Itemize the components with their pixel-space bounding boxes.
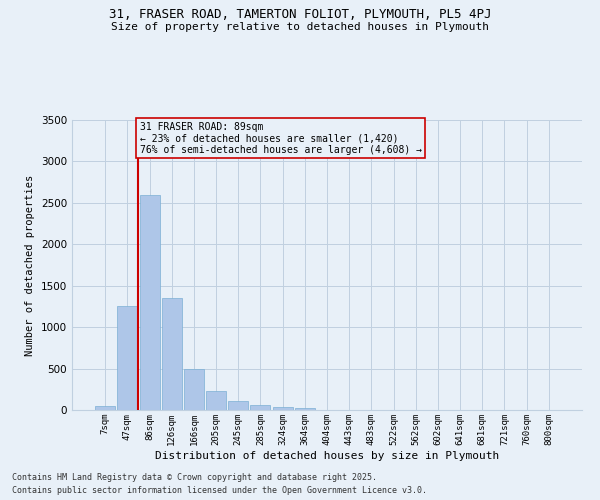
Bar	[206, 390, 226, 410]
Bar	[162, 298, 182, 410]
Text: Size of property relative to detached houses in Plymouth: Size of property relative to detached ho…	[111, 22, 489, 32]
Y-axis label: Number of detached properties: Number of detached properties	[25, 174, 35, 356]
Text: 31 FRASER ROAD: 89sqm
← 23% of detached houses are smaller (1,420)
76% of semi-d: 31 FRASER ROAD: 89sqm ← 23% of detached …	[140, 122, 422, 155]
Bar	[95, 406, 115, 410]
Bar	[140, 194, 160, 410]
Bar	[272, 406, 293, 410]
Bar	[250, 406, 271, 410]
Text: 31, FRASER ROAD, TAMERTON FOLIOT, PLYMOUTH, PL5 4PJ: 31, FRASER ROAD, TAMERTON FOLIOT, PLYMOU…	[109, 8, 491, 20]
X-axis label: Distribution of detached houses by size in Plymouth: Distribution of detached houses by size …	[155, 450, 499, 460]
Bar	[228, 402, 248, 410]
Bar	[295, 408, 315, 410]
Text: Contains public sector information licensed under the Open Government Licence v3: Contains public sector information licen…	[12, 486, 427, 495]
Bar	[184, 368, 204, 410]
Text: Contains HM Land Registry data © Crown copyright and database right 2025.: Contains HM Land Registry data © Crown c…	[12, 474, 377, 482]
Bar	[118, 306, 137, 410]
